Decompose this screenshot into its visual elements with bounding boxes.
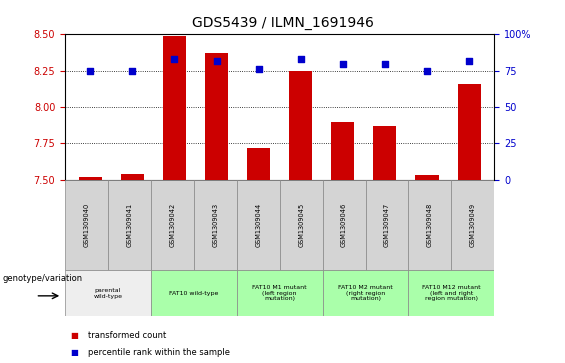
Bar [163, 36, 186, 180]
Bar [408, 270, 494, 316]
Bar [289, 71, 312, 180]
Text: genotype/variation: genotype/variation [3, 274, 83, 283]
Bar [108, 180, 151, 270]
Point [128, 68, 137, 74]
Text: parental
wild-type: parental wild-type [93, 288, 123, 298]
Text: GSM1309048: GSM1309048 [427, 203, 433, 247]
Text: ■: ■ [71, 348, 79, 356]
Bar [331, 122, 354, 180]
Bar [280, 180, 323, 270]
Bar [79, 177, 102, 180]
Bar [121, 174, 144, 180]
Bar [366, 180, 408, 270]
Text: GSM1309043: GSM1309043 [212, 203, 218, 247]
Bar [323, 270, 408, 316]
Text: GSM1309042: GSM1309042 [170, 203, 175, 247]
Bar [65, 180, 108, 270]
Bar [373, 126, 397, 180]
Point [170, 56, 179, 62]
Bar [408, 180, 451, 270]
Bar [237, 270, 323, 316]
Text: ■: ■ [71, 331, 79, 340]
Text: GSM1309049: GSM1309049 [470, 203, 476, 247]
Bar [323, 180, 366, 270]
Point [212, 58, 221, 64]
Bar [247, 148, 270, 180]
Text: GSM1309047: GSM1309047 [384, 203, 390, 247]
Text: transformed count: transformed count [88, 331, 166, 340]
Bar [151, 270, 237, 316]
Point [423, 68, 432, 74]
Text: GSM1309040: GSM1309040 [84, 203, 89, 247]
Text: GSM1309041: GSM1309041 [127, 203, 132, 247]
Text: FAT10 M1 mutant
(left region
mutation): FAT10 M1 mutant (left region mutation) [253, 285, 307, 301]
Bar [237, 180, 280, 270]
Point [338, 61, 347, 66]
Point [86, 68, 95, 74]
Text: FAT10 M2 mutant
(right region
mutation): FAT10 M2 mutant (right region mutation) [338, 285, 393, 301]
Point [296, 56, 305, 62]
Bar [194, 180, 237, 270]
Text: GSM1309044: GSM1309044 [255, 203, 261, 247]
Text: percentile rank within the sample: percentile rank within the sample [88, 348, 229, 356]
Bar [415, 175, 438, 180]
Point [380, 61, 389, 66]
Text: GSM1309045: GSM1309045 [298, 203, 304, 247]
Point [464, 58, 473, 64]
Text: FAT10 M12 mutant
(left and right
region mutation): FAT10 M12 mutant (left and right region … [422, 285, 481, 301]
Bar [451, 180, 494, 270]
Bar [65, 270, 151, 316]
Bar [458, 84, 481, 180]
Text: FAT10 wild-type: FAT10 wild-type [169, 291, 219, 295]
Bar [151, 180, 194, 270]
Text: GSM1309046: GSM1309046 [341, 203, 347, 247]
Text: GDS5439 / ILMN_1691946: GDS5439 / ILMN_1691946 [192, 16, 373, 30]
Point [254, 66, 263, 72]
Bar [205, 53, 228, 180]
